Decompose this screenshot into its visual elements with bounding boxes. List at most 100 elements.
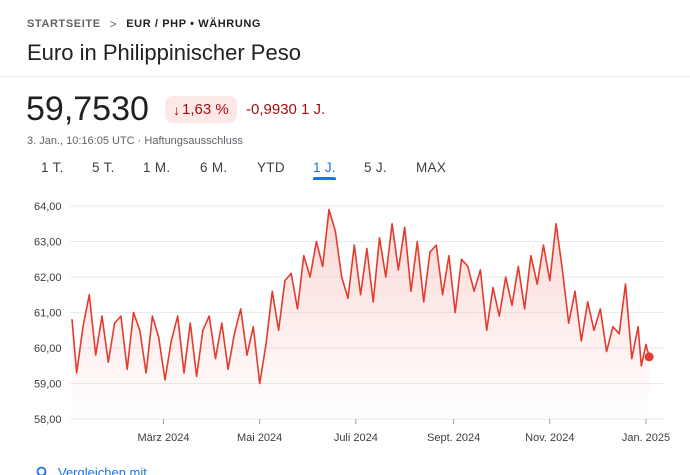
data-point	[404, 226, 406, 228]
data-point	[454, 311, 456, 314]
data-point	[303, 255, 305, 257]
header-divider	[0, 76, 690, 77]
breadcrumb: STARTSEITE > EUR / PHP • WÄHRUNG	[27, 17, 261, 31]
data-point	[555, 223, 557, 225]
page-title: Euro in Philippinischer Peso	[27, 40, 301, 65]
data-point	[498, 315, 500, 317]
data-point	[322, 265, 324, 267]
data-point	[542, 244, 545, 246]
tab-max[interactable]: MAX	[416, 160, 447, 175]
data-point	[353, 244, 355, 246]
data-point	[132, 311, 135, 314]
data-point	[574, 290, 576, 292]
y-tick-label: 61,00	[34, 308, 62, 320]
data-point	[246, 354, 248, 356]
data-point	[631, 358, 633, 360]
tab-5-years[interactable]: 5 J.	[364, 160, 387, 175]
data-point	[328, 208, 330, 211]
y-tick-label: 59,00	[34, 379, 62, 391]
price-area	[72, 209, 650, 419]
tab-5-days[interactable]: 5 T.	[92, 160, 115, 175]
range-tabs: 1 T. 5 T. 1 M. 6 M. YTD 1 J. 5 J. MAX	[0, 160, 690, 182]
data-point	[391, 223, 393, 225]
data-point	[536, 283, 538, 285]
data-point	[467, 265, 469, 267]
data-point	[195, 375, 198, 377]
data-point	[486, 329, 488, 331]
data-point	[151, 315, 154, 317]
data-point	[637, 326, 639, 328]
data-point	[240, 308, 242, 310]
data-point	[139, 329, 141, 331]
data-point	[517, 265, 519, 267]
data-point	[277, 329, 280, 331]
data-point	[341, 276, 343, 278]
arrow-down-icon: ↓	[173, 101, 180, 118]
data-point	[549, 279, 551, 282]
change-percent-badge: ↓ 1,63 %	[165, 96, 237, 123]
data-point	[366, 248, 368, 250]
breadcrumb-current: EUR / PHP • WÄHRUNG	[126, 18, 262, 30]
data-point	[441, 294, 444, 296]
data-point	[561, 269, 564, 271]
data-point	[271, 290, 273, 292]
data-point	[71, 319, 73, 321]
data-point	[126, 368, 128, 370]
current-value-dot	[644, 352, 654, 362]
data-point	[296, 308, 299, 310]
y-tick-label: 60,00	[34, 343, 62, 355]
data-point	[492, 287, 494, 289]
data-point	[359, 294, 362, 296]
data-point	[107, 361, 109, 363]
tab-1-month[interactable]: 1 M.	[143, 160, 171, 175]
data-point	[640, 365, 642, 367]
data-point	[523, 308, 526, 310]
data-point	[265, 343, 267, 346]
compare-with-label: Vergleichen mit	[58, 465, 147, 475]
y-tick-label: 64,00	[34, 201, 62, 213]
data-point	[290, 272, 292, 275]
data-point	[568, 322, 570, 324]
data-point	[214, 358, 217, 360]
data-point	[372, 301, 374, 303]
y-tick-label: 62,00	[34, 272, 62, 284]
data-point	[416, 240, 418, 243]
data-point	[448, 255, 450, 257]
data-point	[189, 322, 191, 324]
data-point	[315, 240, 318, 243]
data-point	[101, 315, 103, 317]
data-point	[624, 283, 627, 285]
data-point	[120, 315, 122, 317]
data-point	[511, 304, 513, 306]
data-point	[347, 297, 349, 299]
change-percent-value: 1,63 %	[182, 101, 229, 118]
data-point	[227, 368, 229, 370]
data-point	[505, 276, 507, 278]
price-line	[71, 208, 650, 385]
data-point	[208, 315, 210, 317]
data-point	[473, 290, 475, 292]
chevron-right-icon: >	[109, 17, 118, 31]
data-point	[645, 343, 647, 346]
compare-with-link[interactable]: Vergleichen mit	[36, 465, 147, 475]
tab-1-year[interactable]: 1 J.	[313, 160, 336, 180]
data-point	[530, 255, 532, 257]
data-point	[252, 326, 254, 328]
breadcrumb-home-link[interactable]: STARTSEITE	[27, 18, 101, 30]
tab-ytd[interactable]: YTD	[257, 160, 285, 175]
data-point	[460, 258, 463, 260]
data-point	[479, 269, 482, 271]
x-tick-label: Jan. 2025	[622, 432, 670, 444]
data-point	[95, 354, 97, 356]
data-point	[158, 336, 160, 338]
data-point	[580, 340, 582, 342]
tab-6-months[interactable]: 6 M.	[200, 160, 228, 175]
data-point	[423, 301, 425, 303]
x-tick-label: März 2024	[137, 432, 189, 444]
data-point	[76, 372, 78, 374]
tab-1-day[interactable]: 1 T.	[41, 160, 64, 175]
current-price: 59,7530	[26, 90, 149, 128]
price-chart[interactable]: 58,00 59,00 60,00 61,00 62,00 63,00 64,00 März …	[0, 190, 690, 450]
data-point	[612, 326, 614, 328]
data-point	[593, 329, 595, 331]
